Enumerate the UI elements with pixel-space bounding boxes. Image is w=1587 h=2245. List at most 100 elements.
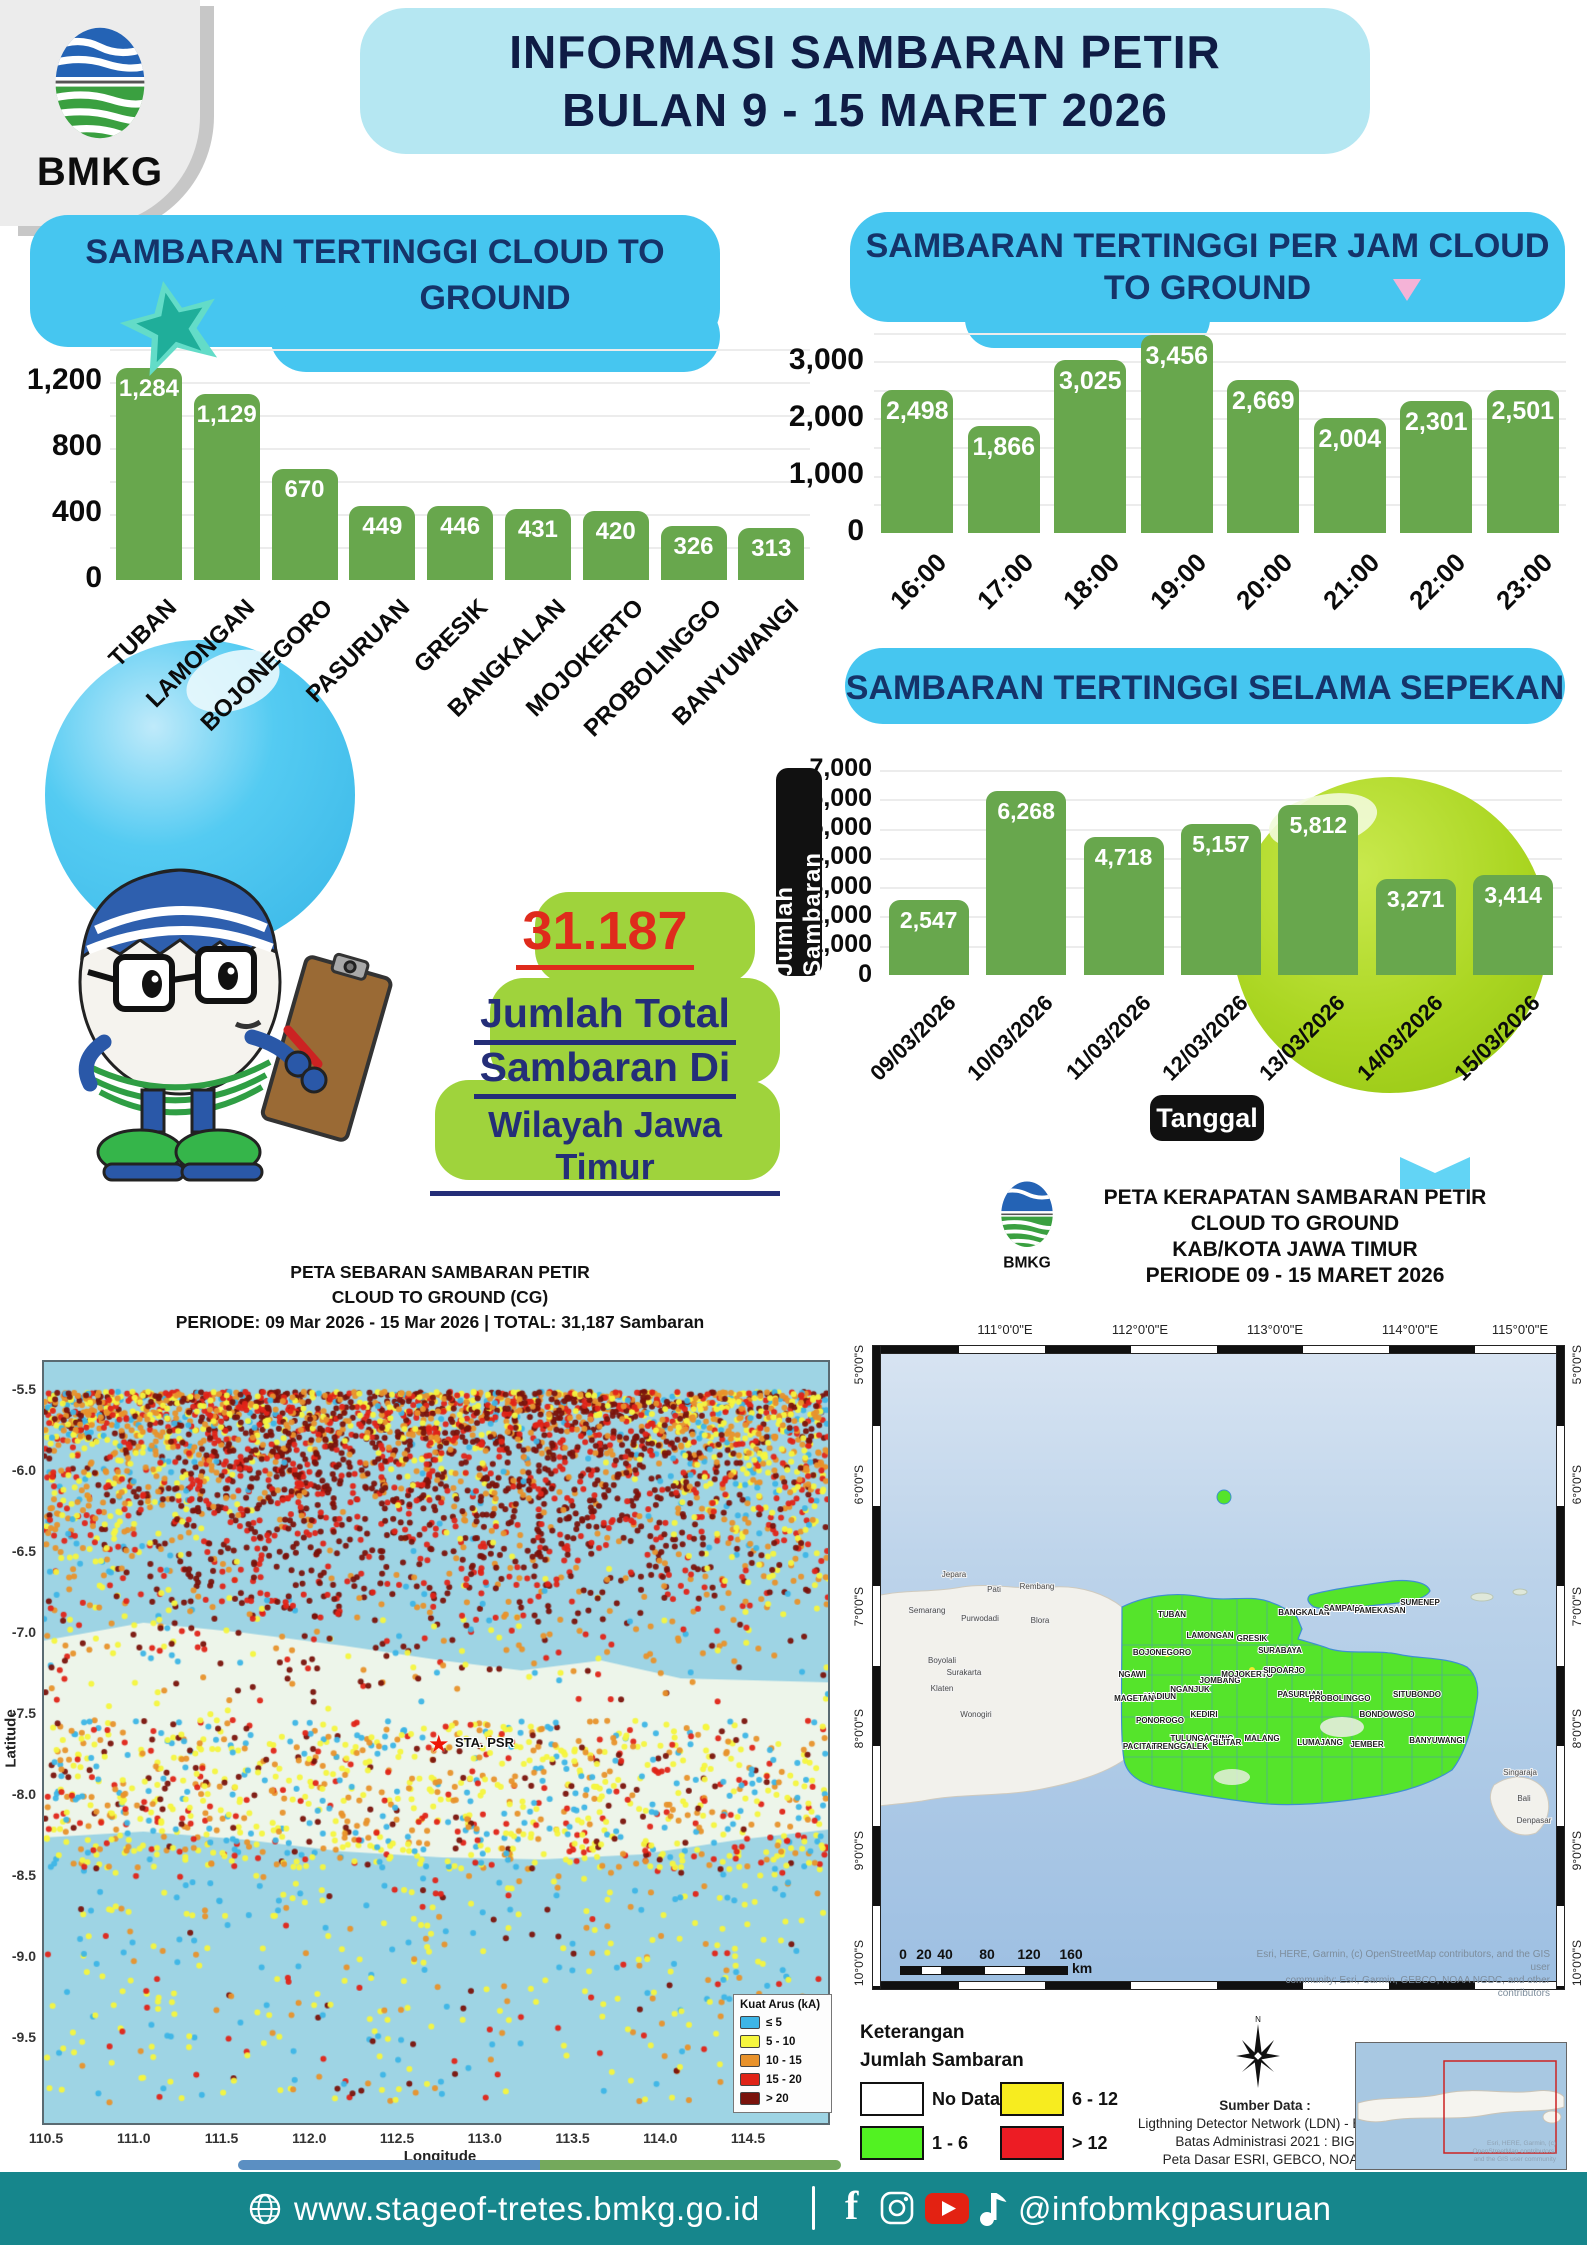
map-lon-label: 113°0'0"E — [1246, 1322, 1304, 1337]
map-region-label: Semarang — [909, 1606, 946, 1615]
bar — [1313, 418, 1386, 533]
bar — [582, 510, 649, 580]
map-region-label: Klaten — [931, 1684, 954, 1693]
inset-map: Esri, HERE, Garmin, (c) OpenStreetMap co… — [1355, 2042, 1567, 2170]
map-lon-label: 112°0'0"E — [1111, 1322, 1169, 1337]
triangle-decoration-icon — [1393, 279, 1421, 301]
scale-bar-label: 80 — [979, 1946, 995, 1962]
legend-label: 6 - 12 — [1072, 2089, 1119, 2109]
scale-bar-unit: km — [1072, 1960, 1093, 1976]
source-line2: Batas Administrasi 2021 : BIG — [1175, 2134, 1355, 2149]
legend-label: 10 - 15 — [766, 2054, 802, 2067]
map-region-label: LUMAJANG — [1297, 1738, 1342, 1747]
map-lat-label: 10°0'0"S — [1570, 1940, 1584, 1987]
east-java-landmass — [1120, 1594, 1479, 1806]
bar — [427, 506, 494, 580]
district-borders — [1121, 1594, 1478, 1805]
map-lat-label: 6°0'0"S — [852, 1465, 866, 1505]
map-region-label: MADIUN — [1144, 1692, 1176, 1701]
bar-value-label: 2,004 — [1318, 425, 1382, 454]
map-region-label: PROBOLINGGO — [1310, 1694, 1371, 1703]
map-region-label: Denpasar — [1517, 1816, 1552, 1825]
chart-gridline — [880, 769, 1562, 772]
legend-swatch — [740, 2073, 760, 2086]
source-line3: Peta Dasar ESRI, GEBCO, NOAA — [1162, 2152, 1368, 2167]
density-legend-title2: Jumlah Sambaran — [860, 2050, 1024, 2071]
bmkg-logo-icon — [55, 27, 145, 139]
y-tick-label: 3,000 — [788, 342, 864, 376]
legend-item: 10 - 15 — [740, 2051, 825, 2070]
scale-bar-label: 40 — [937, 1946, 953, 1962]
map-region-label: Pati — [987, 1585, 1001, 1594]
facebook-icon[interactable]: f — [845, 2183, 859, 2228]
lat-tick-label: -5.5 — [11, 1381, 36, 1397]
station-star-icon: ★ — [428, 1731, 450, 1758]
lon-tick-label: 112.5 — [379, 2130, 415, 2146]
map-lat-label: 6°0'0"S — [1570, 1465, 1584, 1505]
scatter-legend-title: Kuat Arus (kA) — [740, 1999, 821, 2011]
compass-icon: N — [1236, 2015, 1280, 2088]
map-region-label: MALANG — [1244, 1734, 1279, 1743]
y-tick-label: 1,200 — [26, 363, 102, 397]
map-region-label: KEDIRI — [1190, 1710, 1217, 1719]
lat-tick-label: -7.0 — [11, 1624, 36, 1640]
map-lat-label: 5°0'0"S — [1570, 1345, 1584, 1385]
chart-gridline — [110, 448, 810, 450]
youtube-icon[interactable] — [925, 2193, 969, 2224]
source-line1: Ligthning Detector Network (LDN) - BMKG — [1137, 2116, 1393, 2131]
chart-gridline — [874, 418, 1566, 421]
chart3-title-line1: SAMBARAN TERTINGGI SELAMA SEPEKAN — [845, 669, 1565, 707]
mascot-illustration — [78, 868, 393, 1182]
legend-item: 5 - 10 — [740, 2032, 825, 2051]
chart1-title-line2: GROUND — [419, 279, 571, 317]
scatter-map-title-line2: CLOUD TO GROUND (CG) — [331, 1287, 549, 1307]
legend-swatch — [1000, 2082, 1064, 2116]
bar-value-label: 6,268 — [997, 798, 1055, 825]
page-title-line2: BULAN 9 - 15 MARET 2026 — [562, 84, 1168, 136]
lon-tick-label: 111.0 — [117, 2130, 151, 2146]
bar-value-label: 3,456 — [1145, 342, 1209, 370]
bar-value-label: 2,301 — [1405, 408, 1468, 437]
bar — [967, 426, 1040, 533]
chart3-ylabel: Jumlah Sambaran — [771, 851, 826, 976]
map-lat-label: 9°0'0"S — [852, 1831, 866, 1871]
footer-handle[interactable]: @infobmkgpasuruan — [1018, 2190, 1332, 2227]
density-map-title-line4: PERIODE 09 - 15 MARET 2026 — [1145, 1264, 1445, 1287]
lat-tick-label: -6.5 — [11, 1543, 36, 1559]
legend-label: No Data — [932, 2089, 1001, 2109]
chart1-title-line1: SAMBARAN TERTINGGI CLOUD TO — [85, 233, 665, 271]
instagram-icon[interactable] — [880, 2191, 914, 2225]
scale-bar-segment — [900, 1966, 921, 1975]
progress-bar-decoration — [238, 2160, 841, 2170]
y-tick-label: 0 — [858, 959, 872, 988]
tiktok-icon[interactable] — [978, 2189, 1008, 2227]
scale-bar-segment — [984, 1966, 1026, 1975]
map-region-label: PAMEKASAN — [1355, 1606, 1406, 1615]
blob-step-mid — [490, 978, 780, 1084]
bar — [986, 791, 1067, 975]
bar-value-label: 2,501 — [1491, 396, 1555, 425]
legend-item: > 20 — [740, 2089, 825, 2108]
bar — [881, 389, 954, 533]
lon-tick-label: 114.5 — [730, 2130, 766, 2146]
density-legend-title1: Keterangan — [860, 2022, 965, 2043]
chart-gridline — [110, 349, 810, 351]
map-region-label: BONDOWOSO — [1359, 1710, 1414, 1719]
legend-swatch — [740, 2092, 760, 2105]
bar — [504, 508, 571, 580]
map-region-label: BANGKALAN — [1278, 1608, 1330, 1617]
map-region-label: SAMPANG — [1324, 1604, 1364, 1613]
legend-label: 15 - 20 — [766, 2073, 802, 2086]
map-region-label: Purwodadi — [961, 1614, 999, 1623]
station-label: STA. PSR — [455, 1735, 514, 1750]
bar — [888, 900, 969, 975]
ribbon-decoration-icon — [1400, 1157, 1470, 1189]
total-line3: Wilayah Jawa Timur — [430, 1104, 780, 1196]
map-frame-left — [872, 1345, 881, 1990]
bar-value-label: 1,866 — [972, 433, 1036, 462]
map-lat-label: 8°0'0"S — [852, 1709, 866, 1749]
globe-icon — [249, 2193, 281, 2225]
kangean-island — [1470, 1592, 1494, 1602]
y-tick-label: 800 — [51, 429, 102, 463]
footer-url[interactable]: www.stageof-tretes.bmkg.go.id — [294, 2190, 760, 2227]
